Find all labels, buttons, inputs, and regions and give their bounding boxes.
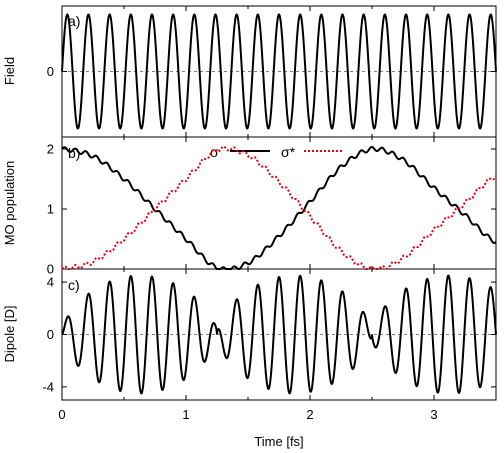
panel-c-tag: c) xyxy=(68,277,80,293)
panel-c-ytick-label: 0 xyxy=(47,327,54,342)
legend: σ σ* xyxy=(210,144,344,160)
panel-b-ytick-label: 1 xyxy=(47,202,54,217)
x-tick-label: 3 xyxy=(430,407,437,422)
x-axis-label: Time [fs] xyxy=(254,434,303,449)
panel-b-series-0 xyxy=(61,145,497,270)
x-tick-label: 1 xyxy=(182,407,189,422)
panel-c-ytick-label: 4 xyxy=(47,275,54,290)
panel-a-ytick-label: 0 xyxy=(47,64,54,79)
panel-c-ytick-label: -4 xyxy=(42,379,54,394)
panel-c-series-0 xyxy=(61,274,497,395)
legend-sigma-star-label: σ* xyxy=(281,144,296,160)
panel-b-ytick-label: 2 xyxy=(47,142,54,157)
panel-b-frame xyxy=(61,136,497,270)
panel-a-ylabel: Field xyxy=(2,57,17,85)
panel-a-tag: a) xyxy=(68,13,80,29)
panel-c-ylabel: Dipole [D] xyxy=(2,305,17,362)
x-tick-label: 2 xyxy=(306,407,313,422)
panel-b-series-1 xyxy=(61,145,497,270)
panel-a-series-0 xyxy=(61,13,497,130)
panel-b-ylabel: MO population xyxy=(2,161,17,246)
x-tick-label: 0 xyxy=(58,407,65,422)
panel-b-ytick-label: 0 xyxy=(47,262,54,277)
legend-sigma-label: σ xyxy=(210,144,219,160)
